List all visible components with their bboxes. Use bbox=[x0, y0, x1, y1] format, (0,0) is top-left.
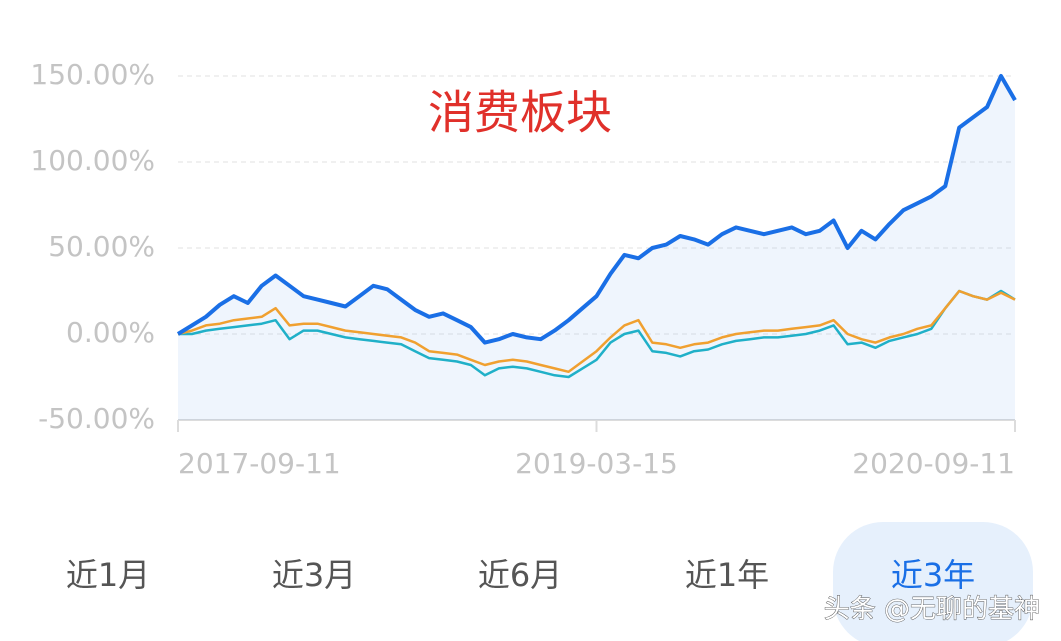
x-tick-label: 2019-03-15 bbox=[515, 447, 678, 480]
x-tick-label: 2017-09-11 bbox=[178, 447, 341, 480]
tab[interactable]: 近1年 bbox=[685, 556, 769, 594]
y-tick-label: 50.00% bbox=[48, 230, 155, 263]
y-tick-label: 0.00% bbox=[66, 316, 155, 349]
chart-annotation: 消费板块 bbox=[428, 86, 612, 140]
line bbox=[176, 74, 1017, 345]
tab[interactable]: 近1月 bbox=[66, 556, 150, 594]
tab-highlight bbox=[833, 522, 1033, 641]
line bbox=[178, 289, 1016, 379]
y-tick-label: 150.00% bbox=[30, 58, 155, 91]
tab[interactable]: 近3月 bbox=[272, 556, 356, 594]
tab[interactable]: 近3年 bbox=[891, 556, 975, 594]
watermark: 头条 @无聊的基神 bbox=[824, 595, 1040, 625]
y-tick-label: -50.00% bbox=[38, 402, 155, 435]
x-tick-label: 2020-09-11 bbox=[852, 447, 1015, 480]
line bbox=[177, 289, 1016, 374]
tab[interactable]: 近6月 bbox=[478, 556, 562, 594]
y-tick-label: 100.00% bbox=[30, 144, 155, 177]
